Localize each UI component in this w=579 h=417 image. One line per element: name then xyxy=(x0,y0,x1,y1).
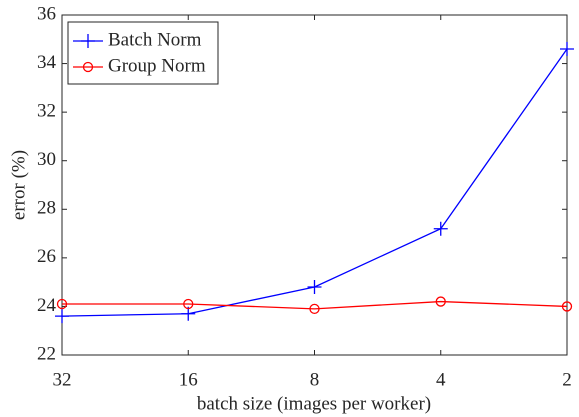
data-point xyxy=(561,301,573,312)
y-tick-label: 30 xyxy=(37,149,56,170)
y-tick-label: 26 xyxy=(37,246,56,267)
y-tick-label: 34 xyxy=(37,52,57,73)
legend-label: Batch Norm xyxy=(108,29,202,50)
data-point xyxy=(560,42,574,56)
y-tick-label: 36 xyxy=(37,3,56,24)
legend-marker xyxy=(82,61,94,73)
legend-box xyxy=(67,21,219,85)
series-line xyxy=(62,300,568,310)
y-tick-label: 32 xyxy=(37,101,56,122)
data-point xyxy=(183,298,194,310)
y-tick-label: 22 xyxy=(37,343,56,364)
y-axis-label: error (%) xyxy=(8,150,29,220)
data-point xyxy=(309,303,320,315)
series-line xyxy=(61,48,568,317)
x-tick-label: 8 xyxy=(310,369,320,390)
data-point xyxy=(435,296,446,307)
y-tick-label: 28 xyxy=(37,198,56,219)
data-point xyxy=(56,298,68,310)
data-point xyxy=(433,221,448,236)
y-tick-label: 24 xyxy=(37,295,57,316)
x-tick-label: 4 xyxy=(436,369,446,390)
data-point xyxy=(307,280,322,294)
x-axis-label: batch size (images per worker) xyxy=(197,393,431,414)
x-tick-label: 16 xyxy=(179,369,198,390)
x-tick-label: 32 xyxy=(53,369,72,390)
data-point xyxy=(55,309,69,324)
legend-label: Group Norm xyxy=(108,55,206,76)
legend-marker xyxy=(81,34,95,48)
x-tick-label: 2 xyxy=(562,369,572,390)
